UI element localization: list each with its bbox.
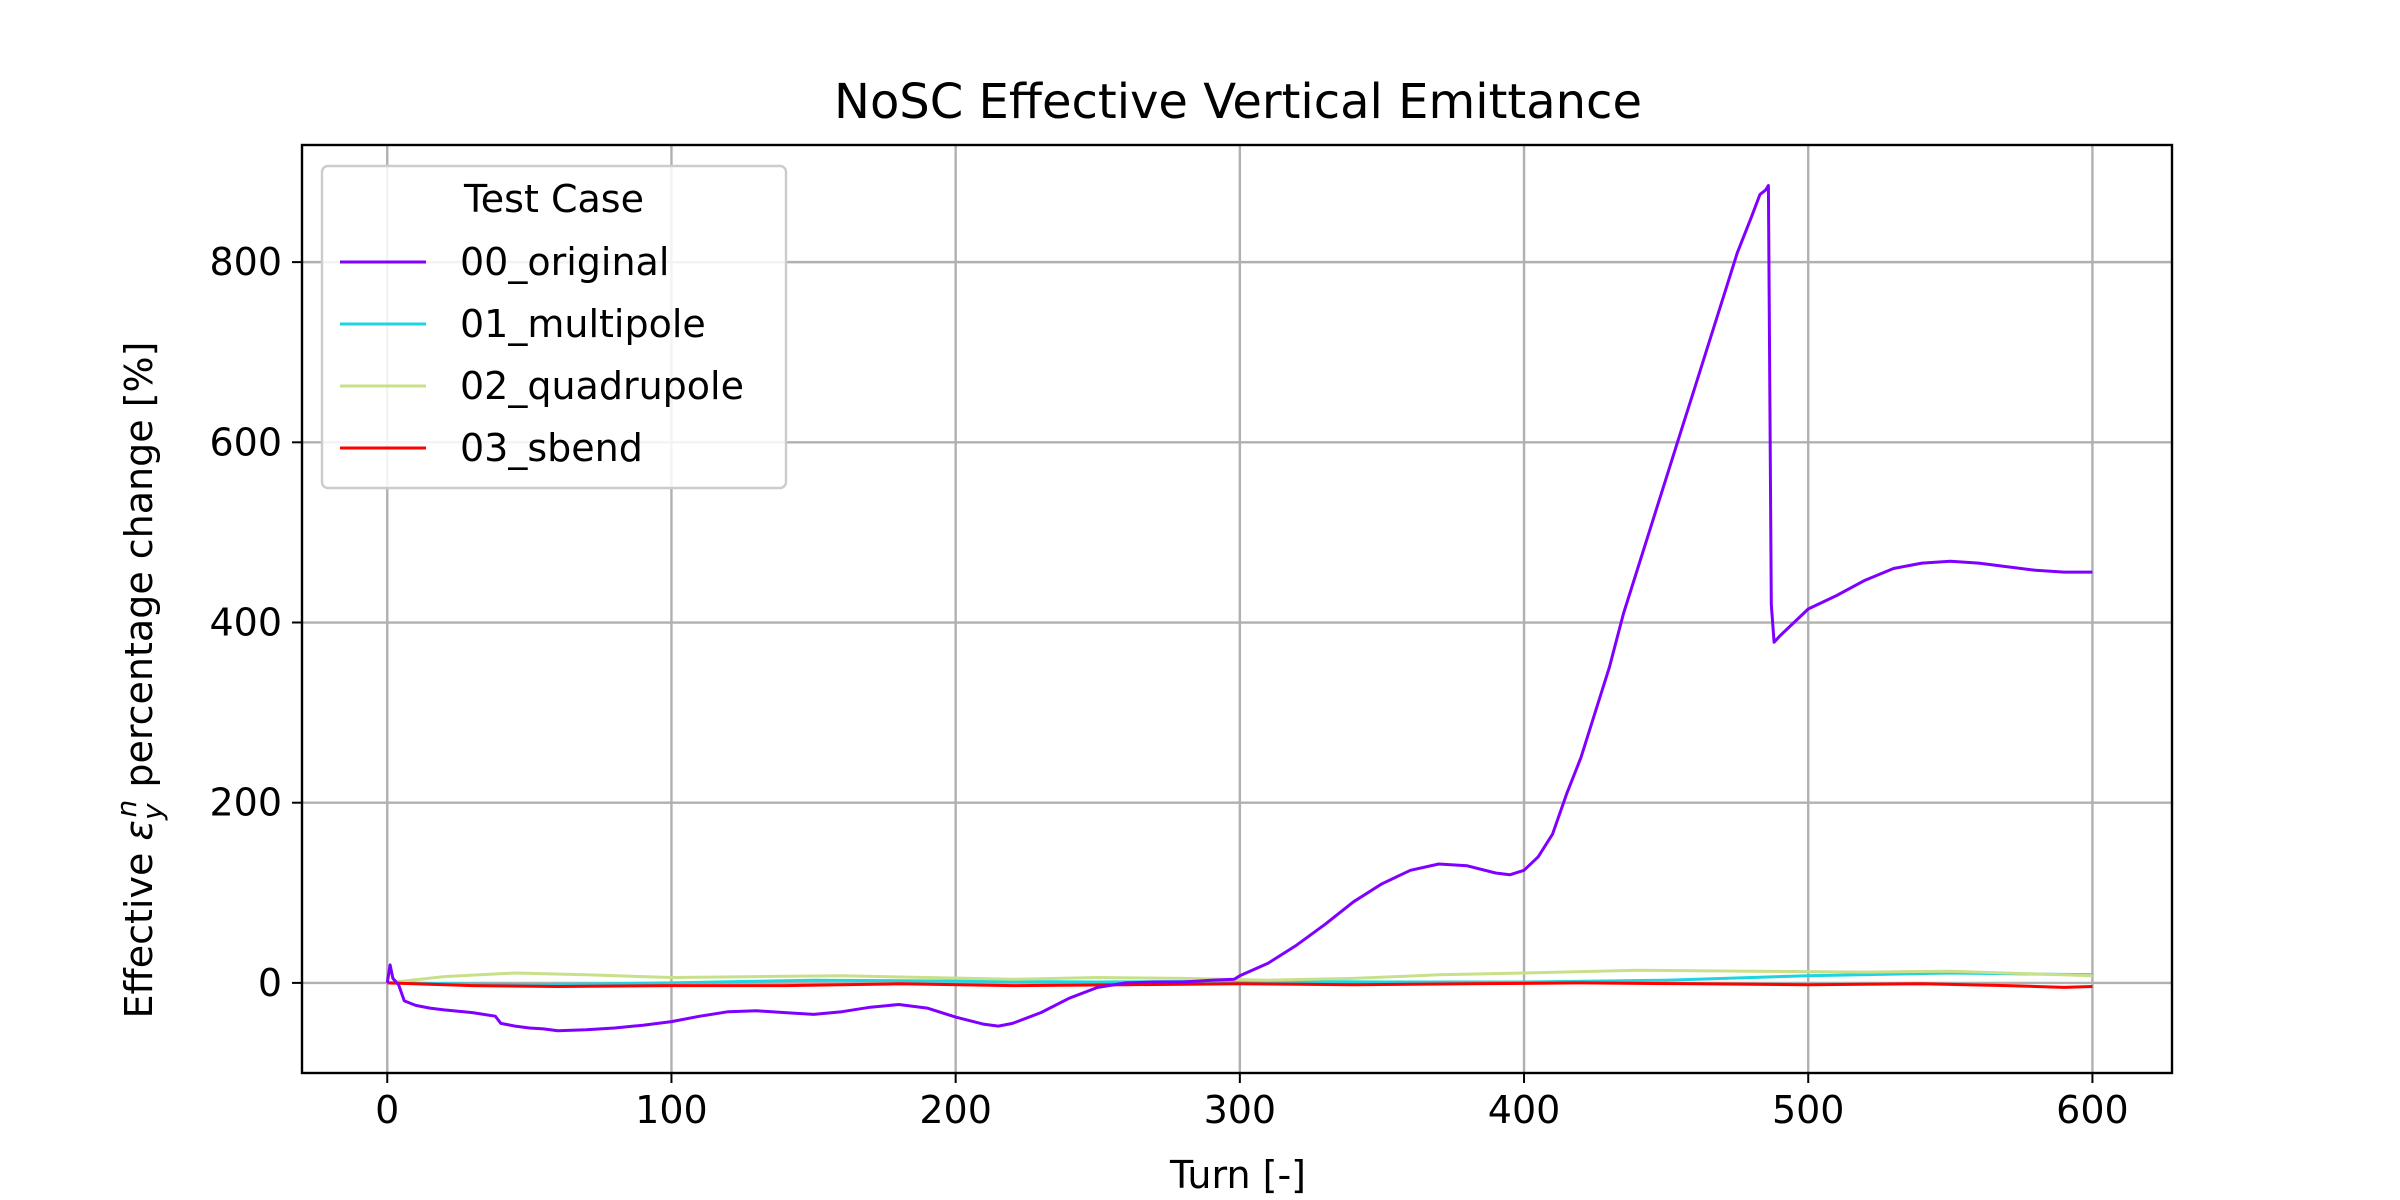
x-tick-label: 500 bbox=[1772, 1088, 1845, 1132]
y-axis-label-prefix: Effective bbox=[117, 841, 161, 1019]
y-axis-label-subscript: y bbox=[136, 803, 169, 821]
legend-label-01_multipole: 01_multipole bbox=[460, 302, 706, 346]
series-layer bbox=[385, 184, 2093, 1033]
legend: Test Case 00_original 01_multipole 02_quad… bbox=[320, 164, 788, 490]
y-axis-label-suffix: percentage change [%] bbox=[117, 342, 161, 800]
plot-frame bbox=[300, 143, 2174, 1075]
legend-label-02_quadrupole: 02_quadrupole bbox=[460, 364, 744, 408]
y-tick-label: 400 bbox=[209, 601, 282, 645]
x-tick-label: 600 bbox=[2056, 1088, 2129, 1132]
series-line-00_original bbox=[385, 184, 2093, 1033]
chart-title: NoSC Effective Vertical Emittance bbox=[834, 74, 1642, 130]
x-tick-label: 0 bbox=[375, 1088, 399, 1132]
y-axis-label: Effective εyn percentage change [%] bbox=[110, 342, 169, 1019]
legend-label-00_original: 00_original bbox=[460, 240, 669, 284]
x-tick-label: 300 bbox=[1204, 1088, 1277, 1132]
x-tick-label: 400 bbox=[1488, 1088, 1561, 1132]
y-tick-label: 600 bbox=[209, 420, 282, 464]
y-tick-label: 200 bbox=[209, 781, 282, 825]
series-line-02_quadrupole bbox=[387, 968, 2093, 985]
y-tick-label: 800 bbox=[209, 240, 282, 284]
y-axis-label-symbol: ε bbox=[117, 820, 161, 841]
x-tick-label: 200 bbox=[919, 1088, 992, 1132]
y-tick-label: 0 bbox=[258, 961, 282, 1005]
x-tick-label: 100 bbox=[635, 1088, 708, 1132]
x-axis-label: Turn [-] bbox=[1169, 1153, 1306, 1197]
series-line-01_multipole bbox=[387, 971, 2093, 987]
legend-entries: 00_original 01_multipole 02_quadrupole 03_s… bbox=[340, 240, 744, 470]
series-line-03_sbend bbox=[387, 981, 2093, 989]
legend-title: Test Case bbox=[463, 177, 644, 221]
ticks-layer: 0 100 200 300 400 500 600 0 200 400 600 800 bbox=[209, 240, 2128, 1132]
y-axis-label-superscript: n bbox=[110, 800, 143, 818]
legend-label-03_sbend: 03_sbend bbox=[460, 426, 643, 470]
legend-box bbox=[320, 164, 788, 490]
